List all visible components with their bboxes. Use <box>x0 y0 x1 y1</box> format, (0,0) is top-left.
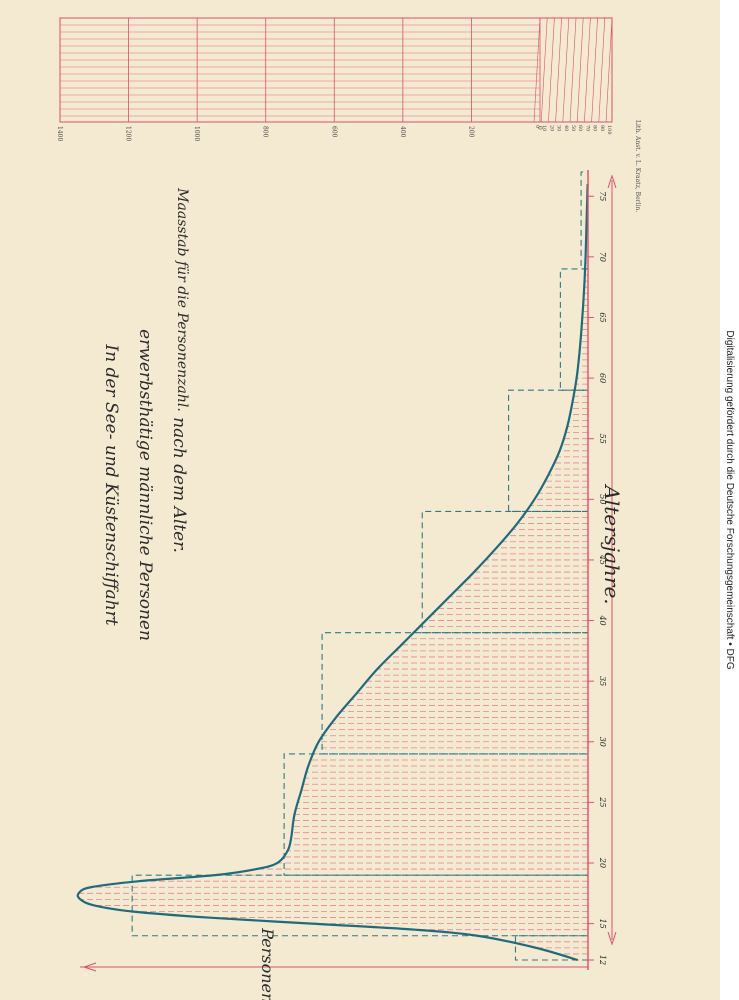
age-tick-label-25: 25 <box>598 796 607 807</box>
fine-scale-label-50: 50 <box>570 125 576 131</box>
age-tick-label-45: 45 <box>598 554 607 565</box>
fine-scale-label-30: 30 <box>556 125 562 131</box>
chart-title-line-2: erwerbsthätige männliche Personen <box>135 329 155 641</box>
age-tick-label-30: 30 <box>598 737 607 747</box>
scale-tick-label-800: 800 <box>262 126 269 138</box>
age-tick-label-70: 70 <box>598 252 607 262</box>
fine-scale-line-10 <box>540 17 548 123</box>
fine-scale-line-20 <box>548 17 555 123</box>
fine-scale-line-60 <box>576 17 584 123</box>
printer-note: Lith. Anst. v. L. Kraatz, Berlin. <box>634 120 641 212</box>
age-tick-label-65: 65 <box>598 312 607 322</box>
scale-tick-label-1000: 1000 <box>193 126 200 141</box>
fine-scale-line-100 <box>605 17 613 123</box>
scale-tick-label-1400: 1400 <box>56 126 63 141</box>
step-bar-5 <box>508 389 588 512</box>
population-curve <box>76 184 589 962</box>
chart-plot: 12 15 20 25 30 35 40 45 50 55 60 65 70 75 In der See- … <box>56 17 641 1000</box>
fine-scale-line-30 <box>555 17 562 123</box>
x-axis-label: Altersjahre. <box>600 483 624 604</box>
age-tick-label-50: 50 <box>598 494 607 504</box>
chart-title-line-3: nach dem Alter. <box>169 417 189 553</box>
scale-label: Maasstab für die Personenzahl. <box>174 187 190 412</box>
fine-scale-label-70: 70 <box>584 125 590 131</box>
fine-scale-label-10: 10 <box>541 125 547 131</box>
fine-scale-label-40: 40 <box>563 125 569 131</box>
age-arrow-head-top <box>607 174 617 189</box>
scale-tick-label-400: 400 <box>399 126 406 138</box>
fine-scale-line-50 <box>569 17 577 123</box>
age-tick-label-15: 15 <box>598 919 607 929</box>
step-bar-1 <box>131 874 588 937</box>
fine-scale-label-80: 80 <box>592 125 598 131</box>
fine-scale-line-90 <box>598 17 606 123</box>
fine-scale-line-0 <box>533 17 541 123</box>
fine-scale-label-60: 60 <box>577 125 583 131</box>
step-bar-4 <box>421 510 588 634</box>
chart-sheet: 12 15 20 25 30 35 40 45 50 55 60 65 70 75 In der See- … <box>0 0 720 1000</box>
age-tick-label-12: 12 <box>598 955 607 965</box>
age-arrow-head-bottom <box>607 931 617 946</box>
step-bar-0 <box>514 935 588 961</box>
sidebar: Digitalisierung gefördert durch die Deut… <box>720 0 739 1000</box>
scale-frame <box>59 17 613 123</box>
chart-title-line-1: In der See- und Küstenschiffahrt <box>101 343 121 625</box>
count-arrow-head <box>82 962 97 972</box>
age-tick-label-40: 40 <box>598 614 607 625</box>
scale-tick-label-1200: 1200 <box>125 126 132 141</box>
age-tick-label-60: 60 <box>598 373 607 383</box>
fine-scale-label-0: 0 <box>534 125 540 128</box>
scale-tick-label-0: 0 <box>536 126 543 130</box>
fine-scale-label-100: 100 <box>606 125 612 135</box>
scale-tick-label-200: 200 <box>467 126 474 138</box>
step-bar-2 <box>283 753 588 876</box>
scale-tick-label-600: 600 <box>330 126 337 138</box>
age-tick-label-35: 35 <box>598 676 607 686</box>
fine-scale-line-80 <box>591 17 598 123</box>
y-axis-label: Personenzahl. <box>258 927 277 1000</box>
fine-scale-label-90: 90 <box>599 125 605 131</box>
age-tick-label-20: 20 <box>598 857 607 868</box>
age-tick-label-55: 55 <box>598 434 607 444</box>
funding-note: Digitalisierung gefördert durch die Deut… <box>724 330 735 670</box>
fine-scale-label-20: 20 <box>548 125 554 131</box>
age-tick-label-75: 75 <box>598 191 607 201</box>
fine-scale-line-40 <box>562 17 570 123</box>
fine-scale-line-70 <box>584 17 591 123</box>
